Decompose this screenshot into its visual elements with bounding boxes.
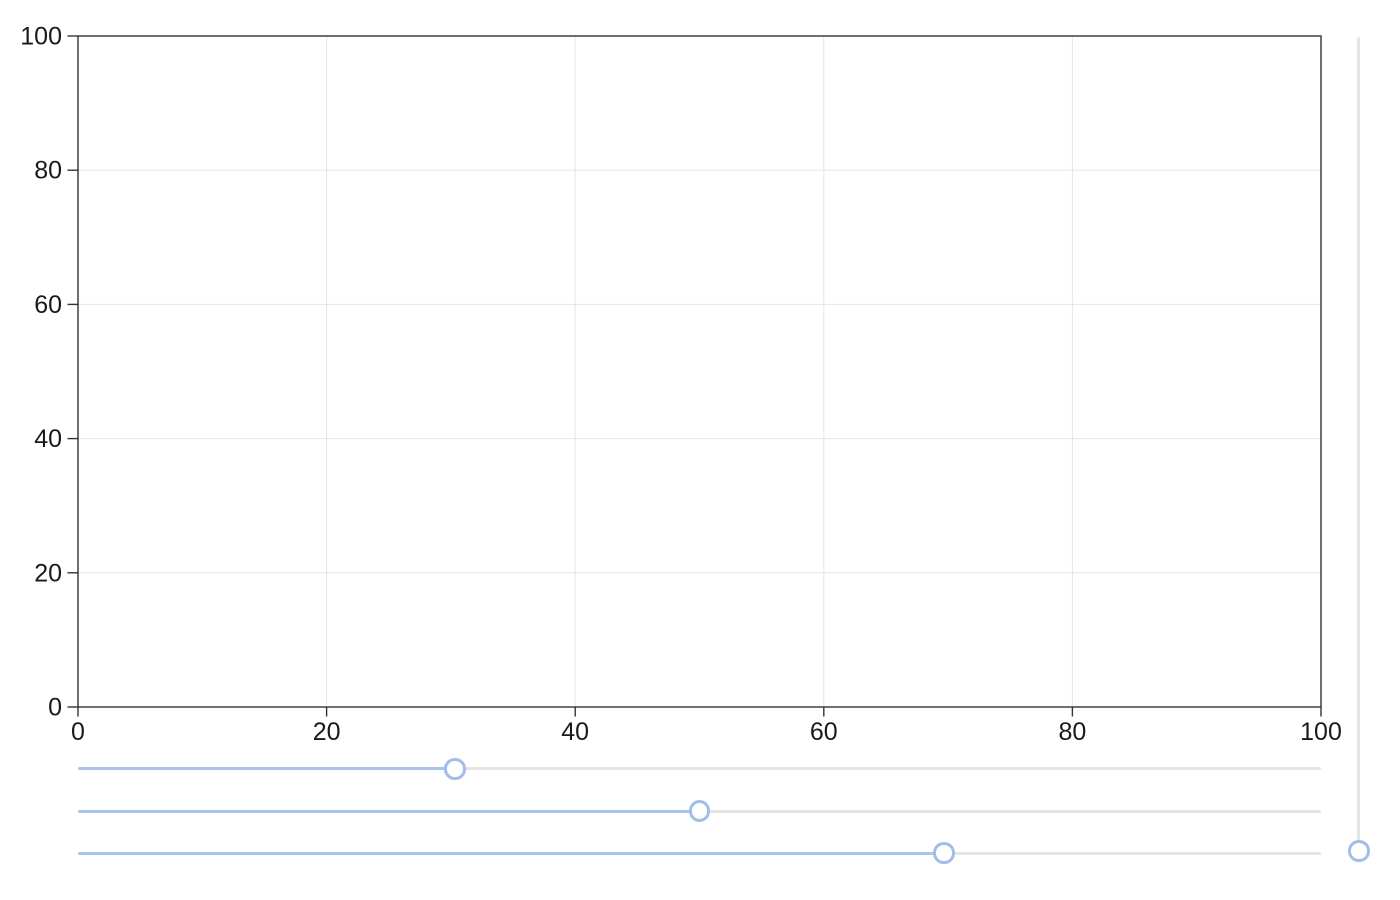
svg-text:100: 100 (20, 23, 62, 51)
svg-text:0: 0 (48, 694, 62, 722)
svg-text:40: 40 (34, 425, 62, 453)
svg-text:80: 80 (34, 157, 62, 185)
svg-text:0: 0 (71, 718, 85, 746)
svg-text:60: 60 (34, 291, 62, 319)
svg-text:100: 100 (1300, 718, 1342, 746)
svg-text:80: 80 (1058, 718, 1086, 746)
svg-text:20: 20 (313, 718, 341, 746)
svg-text:60: 60 (810, 718, 838, 746)
svg-text:20: 20 (34, 559, 62, 587)
svg-text:40: 40 (561, 718, 589, 746)
